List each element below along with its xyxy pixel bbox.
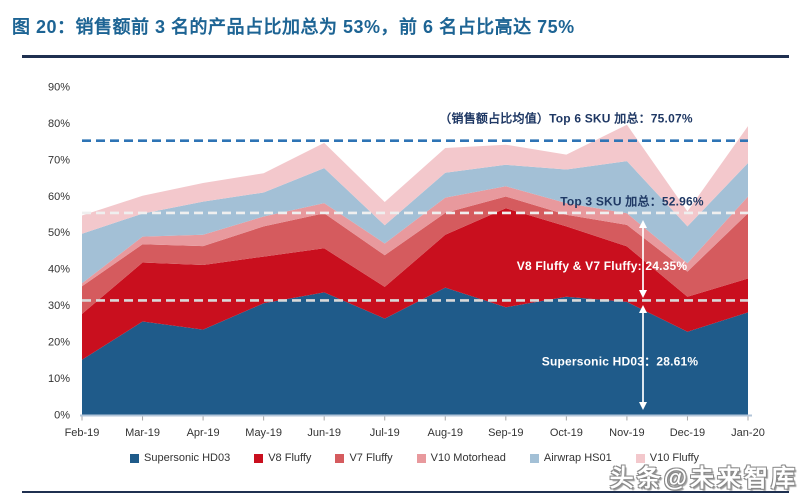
x-axis-label: Nov-19 — [609, 427, 644, 439]
x-axis-label: Dec-19 — [670, 427, 705, 439]
legend-item-v7-fluffy: V7 Fluffy — [335, 452, 393, 464]
legend-label: V7 Fluffy — [349, 452, 393, 464]
legend-item-v10-fluffy: V10 Fluffy — [635, 452, 700, 464]
legend-label: V10 Motorhead — [430, 452, 506, 464]
x-axis-label: Feb-19 — [65, 427, 100, 439]
y-axis-label: 40% — [48, 264, 70, 276]
y-axis-label: 90% — [48, 81, 70, 93]
legend-swatch — [130, 453, 139, 463]
y-axis-label: 70% — [48, 154, 70, 166]
legend-item-supersonic-hd03: Supersonic HD03 — [130, 452, 230, 464]
x-axis-label: May-19 — [245, 427, 282, 439]
legend-swatch — [529, 453, 539, 463]
chart-legend: Supersonic HD03 V8 Fluffy V7 Fluffy V10 Mot… — [130, 452, 699, 464]
y-axis-label: 80% — [48, 118, 70, 130]
y-axis-label: 0% — [54, 410, 70, 422]
area-series-airwrap-hs01 — [82, 161, 748, 284]
y-axis-label: 30% — [48, 300, 70, 312]
x-axis-label: Apr-19 — [187, 427, 220, 439]
x-axis-label: Aug-19 — [428, 427, 463, 439]
x-axis-label: Sep-19 — [488, 427, 523, 439]
y-axis-label: 20% — [48, 337, 70, 349]
y-axis-label: 50% — [48, 227, 70, 239]
measure-arrow-v8-v7-head-down — [639, 290, 647, 298]
legend-swatch — [416, 453, 426, 463]
legend-label: Airwrap HS01 — [543, 452, 612, 464]
area-series-v7-fluffy — [82, 196, 748, 314]
title-divider — [22, 55, 789, 58]
legend-label: V10 Fluffy — [649, 452, 700, 464]
area-series-v8-fluffy — [82, 208, 748, 360]
legend-item-airwrap-hs01: Airwrap HS01 — [529, 452, 612, 464]
annotation-supersonic-hd03: Supersonic HD03：28.61% — [541, 354, 699, 369]
annotation-top3-sku-mean: Top 3 SKU 加总：52.96% — [560, 194, 704, 209]
area-series-v10-motorhead — [82, 186, 748, 287]
y-axis-label: 60% — [48, 191, 70, 203]
x-axis-label: Oct-19 — [550, 427, 583, 439]
legend-swatch — [635, 453, 645, 463]
annotation-top6-sku-mean: （销售额占比均值）Top 6 SKU 加总：75.07% — [439, 111, 693, 126]
x-axis-label: Jan-20 — [731, 427, 765, 439]
watermark: 头条@未来智库 — [609, 465, 798, 492]
legend-label: V8 Fluffy — [268, 452, 312, 464]
x-axis-label: Jun-19 — [307, 427, 341, 439]
area-series-supersonic-hd03 — [82, 287, 748, 415]
legend-swatch — [254, 453, 264, 463]
footer-divider — [22, 491, 789, 493]
legend-item-v8-fluffy: V8 Fluffy — [254, 452, 311, 464]
area-series-v10-fluffy — [82, 124, 748, 234]
x-axis-label: Mar-19 — [125, 427, 160, 439]
annotation-v8-v7-fluffy: V8 Fluffy & V7 Fluffy: 24.35% — [516, 259, 688, 273]
legend-swatch — [335, 453, 345, 463]
measure-arrow-supersonic-head-up — [639, 305, 647, 313]
legend-label: Supersonic HD03 — [144, 452, 231, 464]
page-title: 图 20：销售额前 3 名的产品占比加总为 53%，前 6 名占比高达 75% — [12, 17, 575, 37]
legend-item-v10-motorhead: V10 Motorhead — [416, 452, 506, 464]
measure-arrow-v8-v7-head-up — [639, 220, 647, 228]
measure-arrow-supersonic-head-down — [639, 402, 647, 410]
y-axis-label: 10% — [48, 373, 70, 385]
x-axis-label: Jul-19 — [370, 427, 400, 439]
